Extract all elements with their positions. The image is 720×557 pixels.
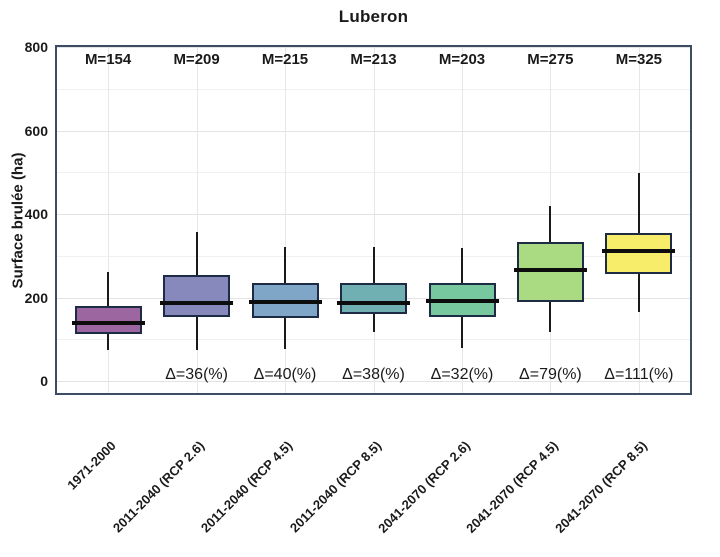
vertical-gridline: [373, 45, 375, 395]
vertical-gridline: [196, 45, 198, 395]
y-tick-label: 800: [24, 39, 48, 55]
x-tick-label: 2041-2070 (RCP 8.5): [551, 438, 650, 536]
mean-label: M=215: [261, 51, 309, 68]
x-tick-label: 2041-2070 (RCP 2.6): [374, 438, 473, 536]
boxplot-box: [340, 282, 407, 315]
median-line: [160, 300, 234, 305]
median-line: [337, 300, 410, 305]
boxplot-box: [74, 305, 142, 335]
y-tick-label: 0: [40, 373, 48, 389]
chart-title: Luberon: [338, 7, 409, 26]
y-tick-label: 200: [24, 289, 48, 306]
boxplot-box: [163, 275, 231, 318]
x-tick-label: 2011-2040 (RCP 8.5): [286, 438, 385, 536]
y-tick-label: 400: [24, 206, 48, 222]
delta-label: Δ=79(%): [519, 366, 582, 383]
delta-label: Δ=40(%): [253, 366, 317, 383]
mean-label: M=154: [84, 51, 132, 68]
vertical-gridline: [285, 45, 286, 395]
boxplot-box: [605, 233, 673, 275]
delta-label: Δ=36(%): [165, 366, 228, 383]
x-tick-label: 2011-2040 (RCP 4.5): [198, 438, 296, 536]
boxplot-box: [516, 242, 584, 303]
x-tick-label: 2041-2070 (RCP 4.5): [463, 438, 562, 536]
median-line: [602, 249, 676, 254]
x-tick-label: 2011-2040 (RCP 2.6): [109, 438, 208, 536]
mean-label: M=203: [438, 51, 486, 68]
delta-label: Δ=111(%): [604, 366, 674, 383]
mean-label: M=275: [527, 51, 574, 68]
mean-label: M=325: [615, 51, 663, 68]
vertical-gridline: [462, 45, 463, 395]
plot-panel: M=154 M=209 Δ=36(%) M=215 Δ=40(%) M=213 Δ=38(%…: [55, 45, 692, 395]
delta-label: Δ=32(%): [430, 366, 494, 383]
x-tick-label: 1971-2000: [64, 438, 119, 493]
mean-label: M=209: [173, 51, 220, 68]
vertical-gridline: [108, 45, 110, 395]
median-line: [248, 300, 322, 305]
median-line: [513, 267, 587, 272]
median-line: [425, 298, 499, 303]
median-line: [71, 321, 145, 325]
delta-label: Δ=38(%): [342, 366, 405, 383]
y-tick-label: 600: [24, 122, 48, 139]
mean-label: M=213: [350, 51, 397, 68]
